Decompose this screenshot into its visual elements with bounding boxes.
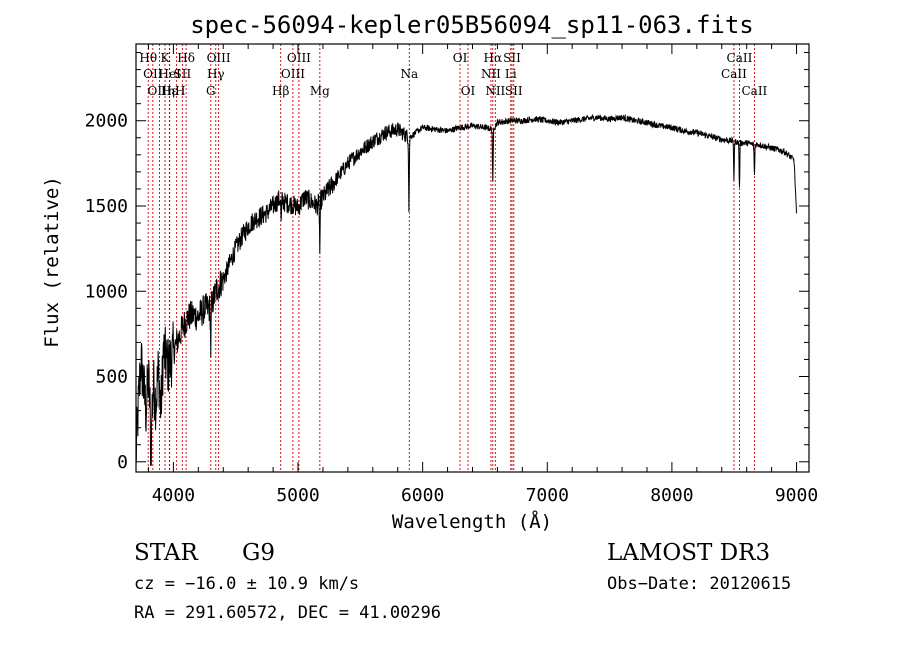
spectral-line-label: G (206, 84, 216, 98)
x-axis-ticks: 4000 5000 6000 7000 8000 9000 (147, 44, 818, 506)
spectral-line-markers (147, 44, 755, 472)
survey-name: LAMOST DR3 (607, 540, 771, 566)
y-tick-label: 1500 (85, 196, 128, 217)
observation-date: Obs−Date: 20120615 (607, 574, 792, 594)
spectral-line-label: SII (505, 84, 523, 98)
spectral-line-label: OIII (287, 51, 311, 65)
spectral-line-label: HeI (158, 67, 181, 81)
redshift-value: cz = −16.0 ± 10.9 km/s (134, 574, 360, 594)
spectral-line-label: OIII (207, 51, 231, 65)
spectral-line-label: NII (481, 67, 501, 81)
spectral-line-label: CaII (721, 67, 747, 81)
y-tick-label: 1000 (85, 281, 128, 302)
x-tick-label: 9000 (775, 485, 818, 506)
spectral-line-label: OI (461, 84, 476, 98)
spectral-line-label: Hβ (272, 84, 289, 98)
x-tick-label: 5000 (276, 485, 319, 506)
x-tick-label: 4000 (152, 485, 195, 506)
coordinates: RA = 291.60572, DEC = 41.00296 (134, 603, 442, 623)
y-axis-label: Flux (relative) (41, 176, 63, 348)
x-axis-label: Wavelength (Å) (392, 510, 552, 533)
spectral-line-label: Hε (161, 84, 178, 98)
y-tick-label: 500 (95, 367, 128, 388)
spectral-line-label: OIII (281, 67, 305, 81)
spectral-line-label: OII (143, 67, 163, 81)
y-axis-ticks: 0 500 1000 1500 2000 (85, 52, 809, 473)
spectral-line-label: Na (400, 67, 418, 81)
spectral-line-label: Hγ (207, 67, 225, 81)
x-tick-label: 8000 (650, 485, 693, 506)
spectral-line-label: Li (505, 67, 517, 81)
x-tick-label: 7000 (526, 485, 569, 506)
spectral-line-label: Hδ (177, 51, 195, 65)
spectral-line-label: K (161, 51, 171, 65)
spectral-line-label: NII (485, 84, 505, 98)
spectral-line-label: OI (453, 51, 468, 65)
spectral-line-labels: Hθ OII OIII K Hε HeI ηH SII Hδ G Hγ OIII Hβ OIII OIII M… (139, 51, 767, 98)
spectral-line-label: CaII (727, 51, 753, 65)
plot-frame (135, 43, 810, 473)
object-class: STAR (134, 540, 198, 566)
x-tick-label: 6000 (401, 485, 444, 506)
spectral-line-label: Hθ (139, 51, 157, 65)
spectral-line-label: CaII (741, 84, 767, 98)
object-subclass: G9 (242, 540, 276, 566)
spectral-line-label: SII (174, 67, 192, 81)
spectral-line-label: Mg (310, 84, 330, 98)
spectral-line-label: ηH (168, 84, 186, 98)
spectral-line-label: OIII (148, 84, 172, 98)
spectral-line-label: SII (503, 51, 521, 65)
y-tick-label: 2000 (85, 111, 128, 132)
chart-title: spec-56094-kepler05B56094_sp11-063.fits (190, 11, 754, 39)
spectrum-line (135, 113, 797, 466)
y-tick-label: 0 (117, 452, 128, 473)
spectral-line-label: Hα (484, 51, 503, 65)
